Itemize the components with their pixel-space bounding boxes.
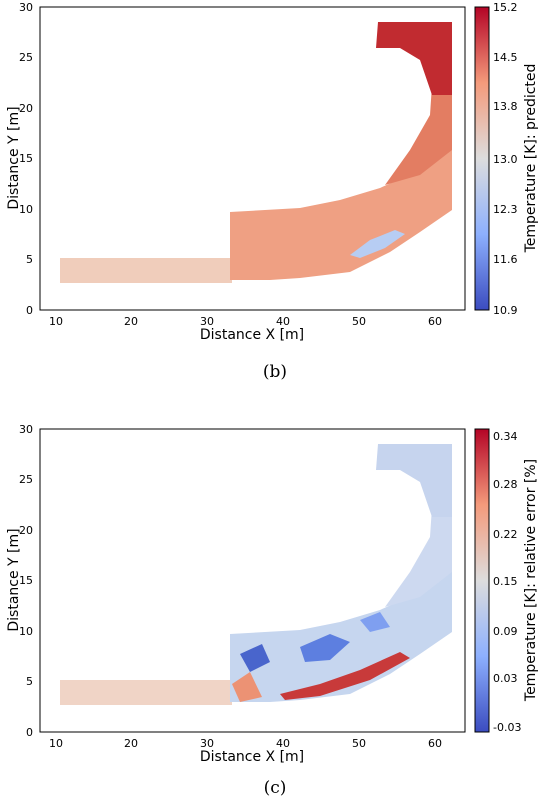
colorbar-tick-label: 15.2: [493, 1, 518, 14]
y-tick-label: 5: [26, 675, 33, 688]
y-tick-label: 30: [19, 1, 33, 14]
colorbar-tick-label: 0.34: [493, 430, 518, 443]
colorbar-tick-label: -0.03: [493, 721, 521, 734]
caption-b: (b): [262, 362, 288, 382]
x-tick-label: 40: [276, 737, 290, 750]
x-ticks-c: 10 20 30 40 50 60: [49, 737, 442, 750]
colorbar-tick-label: 0.03: [493, 672, 518, 685]
colorbar-tick-label: 0.15: [493, 575, 518, 588]
panel-c: 10 20 30 40 50 60 0 5 10 15 20 25 30 Dis…: [0, 422, 550, 808]
x-tick-label: 60: [428, 315, 442, 328]
y-tick-label: 10: [19, 203, 33, 216]
y-tick-label: 15: [19, 152, 33, 165]
colorbar-label-b: Temperature [K]: predicted: [523, 64, 539, 254]
colorbar-label-c: Temperature [K]: relative error [%]: [523, 459, 539, 702]
y-axis-label-c: Distance Y [m]: [6, 528, 22, 631]
colorbar-tick-label: 0.28: [493, 478, 518, 491]
y-tick-label: 30: [19, 423, 33, 436]
x-tick-label: 20: [124, 737, 138, 750]
colorbar-c: [474, 428, 490, 733]
x-axis-label-c: Distance X [m]: [200, 749, 304, 765]
y-tick-label: 25: [19, 473, 33, 486]
colorbar-tick-label: 11.6: [493, 253, 518, 266]
x-axis-label-b: Distance X [m]: [200, 327, 304, 343]
chart-b: 10 20 30 40 50 60 0 5 10 15 20 25 30 Dis…: [6, 1, 539, 343]
colorbar-tick-label: 0.22: [493, 528, 518, 541]
colorbar-ticks-c: 0.34 0.28 0.22 0.15 0.09 0.03 -0.03: [493, 430, 521, 734]
y-axis-label-b: Distance Y [m]: [6, 106, 22, 209]
x-tick-label: 60: [428, 737, 442, 750]
x-tick-label: 30: [200, 315, 214, 328]
x-ticks-b: 10 20 30 40 50 60: [49, 315, 442, 328]
field-shape-c: [60, 444, 452, 705]
x-tick-label: 50: [352, 737, 366, 750]
colorbar-tick-label: 14.5: [493, 51, 518, 64]
x-tick-label: 40: [276, 315, 290, 328]
chart-c: 10 20 30 40 50 60 0 5 10 15 20 25 30 Dis…: [6, 423, 539, 765]
colorbar-ticks-b: 15.2 14.5 13.8 13.0 12.3 11.6 10.9: [493, 1, 518, 317]
y-tick-label: 5: [26, 253, 33, 266]
x-tick-label: 30: [200, 737, 214, 750]
caption-c: (c): [263, 778, 287, 798]
colorbar-tick-label: 13.8: [493, 100, 518, 113]
y-tick-label: 0: [26, 304, 33, 317]
y-ticks-b: 0 5 10 15 20 25 30: [19, 1, 33, 317]
x-tick-label: 20: [124, 315, 138, 328]
y-tick-label: 10: [19, 625, 33, 638]
x-tick-label: 10: [49, 737, 63, 750]
y-tick-label: 20: [19, 524, 33, 537]
x-tick-label: 10: [49, 315, 63, 328]
colorbar-tick-label: 0.09: [493, 625, 518, 638]
colorbar-tick-label: 10.9: [493, 304, 518, 317]
colorbar-tick-label: 12.3: [493, 203, 518, 216]
y-tick-label: 25: [19, 51, 33, 64]
colorbar-tick-label: 13.0: [493, 153, 518, 166]
x-tick-label: 50: [352, 315, 366, 328]
field-shape-b: [60, 22, 452, 283]
y-tick-label: 15: [19, 574, 33, 587]
colorbar-b: [474, 6, 490, 311]
y-tick-label: 20: [19, 102, 33, 115]
y-tick-label: 0: [26, 726, 33, 739]
panel-b: 10 20 30 40 50 60 0 5 10 15 20 25 30 Dis…: [0, 0, 550, 400]
y-ticks-c: 0 5 10 15 20 25 30: [19, 423, 33, 739]
